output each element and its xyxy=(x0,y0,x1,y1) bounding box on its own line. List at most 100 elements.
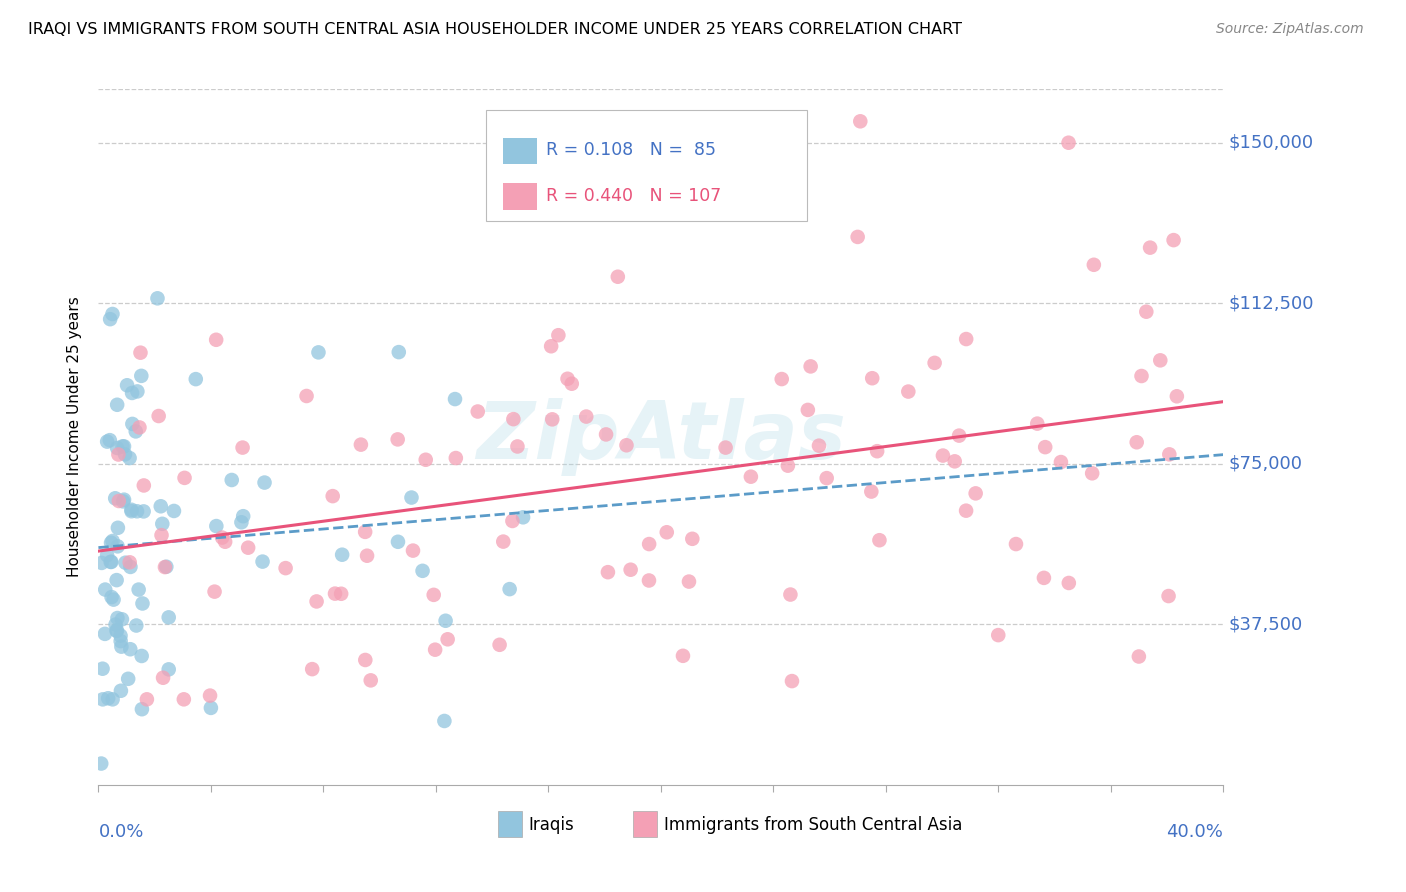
Point xyxy=(388,345,411,359)
Point xyxy=(132,478,155,492)
Point xyxy=(423,642,446,657)
Point xyxy=(955,332,977,346)
Point xyxy=(157,610,180,624)
Point xyxy=(128,420,150,434)
Point xyxy=(155,559,177,574)
Point xyxy=(120,642,142,657)
Point xyxy=(105,624,128,638)
Point xyxy=(638,537,661,551)
Point xyxy=(1083,258,1105,272)
Point xyxy=(360,673,382,688)
Point xyxy=(638,574,661,588)
Point xyxy=(434,614,457,628)
Point xyxy=(308,345,330,359)
Point xyxy=(101,307,124,321)
Point xyxy=(547,328,569,343)
Point xyxy=(770,372,793,386)
Point xyxy=(678,574,700,589)
Point xyxy=(444,392,467,406)
Point xyxy=(107,611,129,625)
Point xyxy=(110,640,132,654)
Point xyxy=(103,592,125,607)
Point xyxy=(807,439,830,453)
Point xyxy=(740,469,762,483)
Point xyxy=(322,489,344,503)
Point xyxy=(412,564,434,578)
Y-axis label: Householder Income Under 25 years: Householder Income Under 25 years xyxy=(67,297,83,577)
Point xyxy=(120,502,142,516)
Point xyxy=(114,447,136,461)
Point xyxy=(860,484,883,499)
Point xyxy=(1157,589,1180,603)
Point xyxy=(433,714,456,728)
Point xyxy=(131,368,153,383)
Point xyxy=(596,565,619,579)
Point xyxy=(236,541,259,555)
Point xyxy=(252,555,274,569)
Point xyxy=(98,433,121,447)
Point xyxy=(780,674,803,689)
Point xyxy=(121,417,143,431)
Point xyxy=(120,560,142,574)
Point xyxy=(1149,353,1171,368)
Point xyxy=(987,628,1010,642)
Point xyxy=(350,437,373,451)
Text: R = 0.108   N =  85: R = 0.108 N = 85 xyxy=(546,142,716,160)
Point xyxy=(422,588,444,602)
Point xyxy=(815,471,838,485)
Point xyxy=(100,555,122,569)
Point xyxy=(1135,304,1157,318)
Text: $75,000: $75,000 xyxy=(1229,455,1303,473)
Point xyxy=(148,409,170,423)
Point xyxy=(90,556,112,570)
Point xyxy=(94,627,117,641)
Point xyxy=(354,653,377,667)
Point xyxy=(232,509,254,524)
Point xyxy=(200,701,222,715)
Point xyxy=(107,540,129,554)
Point xyxy=(846,230,869,244)
Point xyxy=(557,372,579,386)
Point xyxy=(153,560,176,574)
Point xyxy=(849,114,872,128)
Point xyxy=(387,433,409,447)
Point xyxy=(232,441,254,455)
Text: Source: ZipAtlas.com: Source: ZipAtlas.com xyxy=(1216,22,1364,37)
FancyBboxPatch shape xyxy=(486,110,807,221)
Point xyxy=(1128,649,1150,664)
Point xyxy=(90,756,112,771)
Point xyxy=(932,449,955,463)
Point xyxy=(924,356,946,370)
Point xyxy=(100,590,122,604)
Point xyxy=(253,475,276,490)
Point xyxy=(868,533,890,548)
Point xyxy=(108,494,131,508)
Point xyxy=(204,584,226,599)
Point xyxy=(860,371,883,385)
Point xyxy=(1057,136,1080,150)
Point xyxy=(104,491,127,506)
Point xyxy=(173,692,195,706)
Point xyxy=(231,516,253,530)
Point xyxy=(112,492,135,507)
Point xyxy=(115,378,138,392)
Text: $37,500: $37,500 xyxy=(1229,615,1303,633)
Point xyxy=(118,555,141,569)
Point xyxy=(146,291,169,305)
Point xyxy=(128,582,150,597)
Point xyxy=(111,612,134,626)
Point xyxy=(1163,233,1185,247)
Point xyxy=(105,441,128,455)
Point xyxy=(96,434,118,449)
Point xyxy=(105,624,128,638)
Point xyxy=(540,339,562,353)
Point xyxy=(1139,241,1161,255)
Text: IRAQI VS IMMIGRANTS FROM SOUTH CENTRAL ASIA HOUSEHOLDER INCOME UNDER 25 YEARS CO: IRAQI VS IMMIGRANTS FROM SOUTH CENTRAL A… xyxy=(28,22,962,37)
Point xyxy=(1057,576,1080,591)
Point xyxy=(214,534,236,549)
Point xyxy=(512,510,534,524)
Point xyxy=(305,594,328,608)
Point xyxy=(163,504,186,518)
Point xyxy=(96,548,118,562)
Point xyxy=(1125,435,1147,450)
